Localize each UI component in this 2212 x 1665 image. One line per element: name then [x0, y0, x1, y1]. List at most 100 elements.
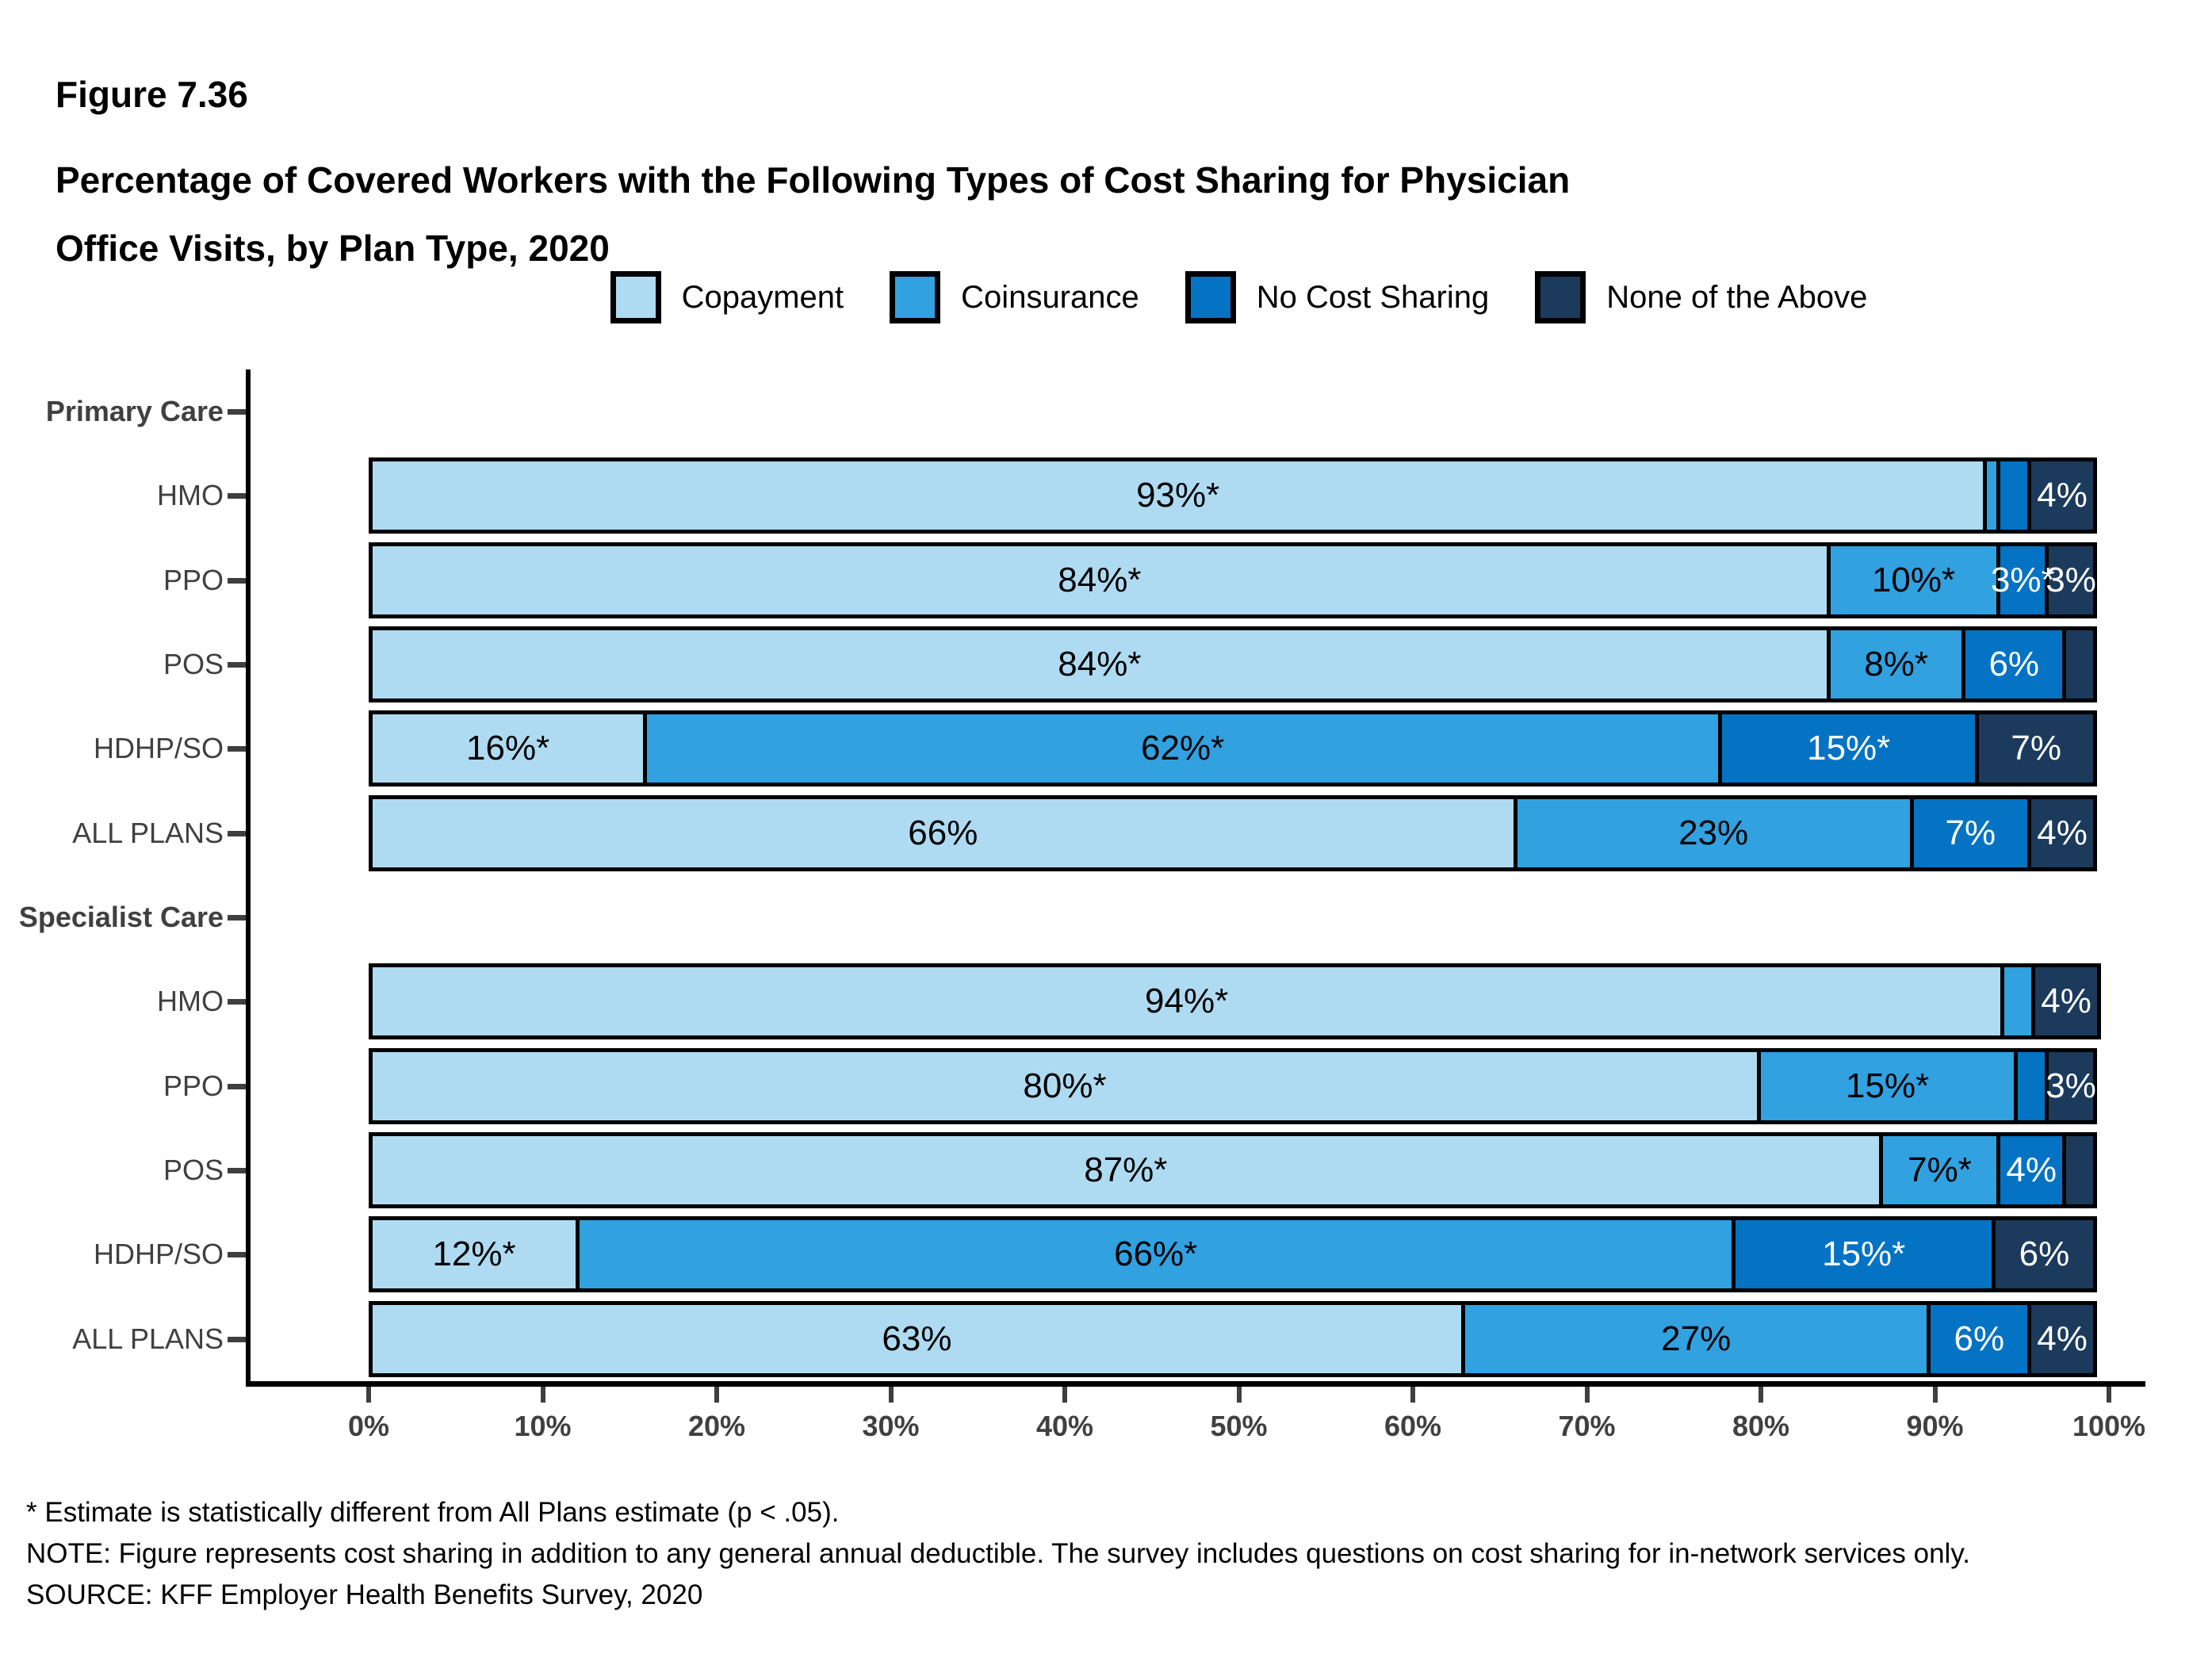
y-axis-tick — [228, 999, 246, 1005]
bar-value-label: 4% — [2037, 1319, 2088, 1358]
group-header-label-specialist-care: Specialist Care — [18, 901, 224, 934]
group-header-row-primary-care: Primary Care — [0, 369, 2212, 454]
chart-row-pos: POS 84%* 8%* 6% — [0, 622, 2212, 706]
stacked-bar-specialist-care-hmo: 94%* 4% — [369, 963, 2109, 1040]
bar-segment-copayment: 63% — [369, 1300, 1465, 1377]
chart-row-hmo: HMO 93%* 4% — [0, 454, 2212, 538]
bar-segment-coinsurance: 62%* — [643, 710, 1723, 787]
y-axis-tick — [228, 409, 246, 415]
bar-segment-copayment: 94%* — [369, 963, 2005, 1040]
footnotes: * Estimate is statistically different fr… — [26, 1492, 2103, 1616]
bar-value-label: 63% — [882, 1319, 952, 1358]
x-axis-tick-mark — [714, 1387, 719, 1403]
chart-row-hdhp-so: HDHP/SO 12%* 66%* 15%* 6% — [0, 1212, 2212, 1296]
bar-segment-copayment: 84%* — [369, 542, 1831, 618]
y-axis-tick — [228, 1167, 246, 1173]
x-axis-tick-label: 30% — [862, 1410, 920, 1442]
x-axis-tick-mark — [1410, 1387, 1415, 1403]
legend-item-none-of-the-above: None of the Above — [1535, 271, 1867, 323]
bar-value-label: 15%* — [1846, 1066, 1930, 1105]
bar-value-label: 4% — [2041, 982, 2091, 1021]
stacked-bar-specialist-care-ppo: 80%* 15%* 3% — [369, 1047, 2109, 1124]
row-label-hmo: HMO — [157, 985, 224, 1018]
bar-value-label: 15%* — [1807, 729, 1891, 768]
legend-label: No Cost Sharing — [1256, 279, 1490, 315]
row-label-ppo: PPO — [163, 563, 224, 596]
x-axis-tick-mark — [366, 1387, 371, 1403]
bar-segment-no-cost-sharing: 6% — [1927, 1300, 2032, 1377]
stacked-bar-primary-care-hdhp-so: 16%* 62%* 15%* 7% — [369, 710, 2109, 787]
x-axis-tick-mark — [2107, 1387, 2111, 1403]
bar-value-label: 27% — [1661, 1319, 1732, 1358]
y-axis-tick — [228, 493, 246, 500]
x-axis-tick-label: 90% — [1906, 1410, 1964, 1442]
bar-segment-none-of-the-above: 4% — [2027, 1300, 2097, 1377]
y-axis-tick — [228, 746, 246, 752]
bar-value-label: 23% — [1678, 813, 1749, 852]
stacked-bar-primary-care-all-plans: 66% 23% 7% 4% — [369, 794, 2109, 871]
x-axis-tick-mark — [1062, 1387, 1067, 1403]
x-axis-tick-label: 70% — [1558, 1410, 1616, 1442]
legend-swatch-coinsurance — [890, 271, 941, 323]
stacked-bar-specialist-care-all-plans: 63% 27% 6% 4% — [369, 1300, 2109, 1377]
x-axis-tick-mark — [1236, 1387, 1242, 1403]
chart-rows: Primary Care HMO 93%* 4% PPO 84%* 10%* 3%* 3% POS… — [0, 369, 2212, 1381]
chart-row-ppo: PPO 84%* 10%* 3%* 3% — [0, 538, 2212, 622]
chart-row-ppo: PPO 80%* 15%* 3% — [0, 1044, 2212, 1128]
bar-segment-copayment: 66% — [369, 794, 1517, 871]
figure-number: Figure 7.36 — [55, 74, 248, 115]
group-header-label-primary-care: Primary Care — [45, 395, 224, 428]
bar-segment-coinsurance: 27% — [1460, 1300, 1931, 1377]
x-axis-tick-mark — [540, 1387, 545, 1403]
title-block: Figure 7.36 Percentage of Covered Worker… — [55, 73, 2157, 282]
bar-segment-coinsurance: 8%* — [1826, 626, 1966, 702]
stacked-bar-primary-care-hmo: 93%* 4% — [369, 457, 2109, 534]
bar-segment-none-of-the-above: 4% — [2031, 963, 2101, 1040]
bar-segment-copayment: 84%* — [369, 626, 1831, 702]
legend-label: None of the Above — [1606, 279, 1868, 315]
x-axis-tick-label: 50% — [1210, 1410, 1268, 1442]
legend: Copayment Coinsurance No Cost Sharing None … — [369, 271, 2109, 323]
bar-segment-no-cost-sharing — [2014, 1047, 2049, 1124]
bar-value-label: 6% — [1988, 644, 2040, 683]
bar-segment-none-of-the-above: 7% — [1975, 710, 2097, 787]
bar-segment-none-of-the-above: 4% — [2027, 794, 2097, 871]
bar-segment-no-cost-sharing: 15%* — [1718, 710, 1980, 787]
bar-segment-coinsurance: 66%* — [576, 1216, 1736, 1293]
footnote-significance: * Estimate is statistically different fr… — [26, 1497, 840, 1528]
bar-segment-no-cost-sharing: 7% — [1909, 794, 2032, 871]
bar-segment-copayment: 80%* — [369, 1047, 1761, 1124]
legend-item-no-cost-sharing: No Cost Sharing — [1184, 271, 1490, 323]
row-label-pos: POS — [163, 1154, 224, 1187]
bar-segment-coinsurance — [2000, 963, 2036, 1040]
y-axis-tick — [228, 1336, 246, 1342]
bar-value-label: 7% — [2011, 729, 2061, 768]
bar-value-label: 62%* — [1141, 729, 1225, 768]
chart-row-all-plans: ALL PLANS 66% 23% 7% 4% — [0, 791, 2212, 875]
chart-row-all-plans: ALL PLANS 63% 27% 6% 4% — [0, 1297, 2212, 1381]
bar-value-label: 6% — [2019, 1234, 2070, 1274]
bar-value-label: 7% — [1945, 813, 1996, 852]
legend-label: Copayment — [681, 279, 844, 315]
bar-segment-none-of-the-above: 4% — [2027, 457, 2097, 534]
y-axis-tick — [228, 577, 246, 584]
bar-value-label: 12%* — [432, 1234, 516, 1274]
x-axis-tick-label: 80% — [1732, 1410, 1790, 1442]
bar-segment-copayment: 16%* — [369, 710, 648, 787]
x-axis-tick-label: 10% — [514, 1410, 572, 1442]
row-label-all-plans: ALL PLANS — [72, 1322, 224, 1355]
bar-value-label: 8%* — [1864, 644, 1928, 683]
legend-swatch-copayment — [610, 271, 661, 323]
bar-value-label: 15%* — [1822, 1234, 1906, 1274]
bar-segment-none-of-the-above: 6% — [1991, 1216, 2097, 1293]
bar-segment-coinsurance: 15%* — [1757, 1047, 2019, 1124]
bar-value-label: 4% — [2037, 813, 2088, 852]
x-axis-line — [246, 1381, 2145, 1387]
bar-value-label: 16%* — [466, 729, 550, 768]
y-axis-tick — [228, 830, 246, 836]
y-axis-tick — [228, 1083, 246, 1089]
legend-label: Coinsurance — [961, 279, 1139, 315]
chart-row-pos: POS 87%* 7%* 4% — [0, 1128, 2212, 1212]
footnote-note: NOTE: Figure represents cost sharing in … — [26, 1538, 1970, 1569]
legend-swatch-none-of-the-above — [1535, 271, 1586, 323]
